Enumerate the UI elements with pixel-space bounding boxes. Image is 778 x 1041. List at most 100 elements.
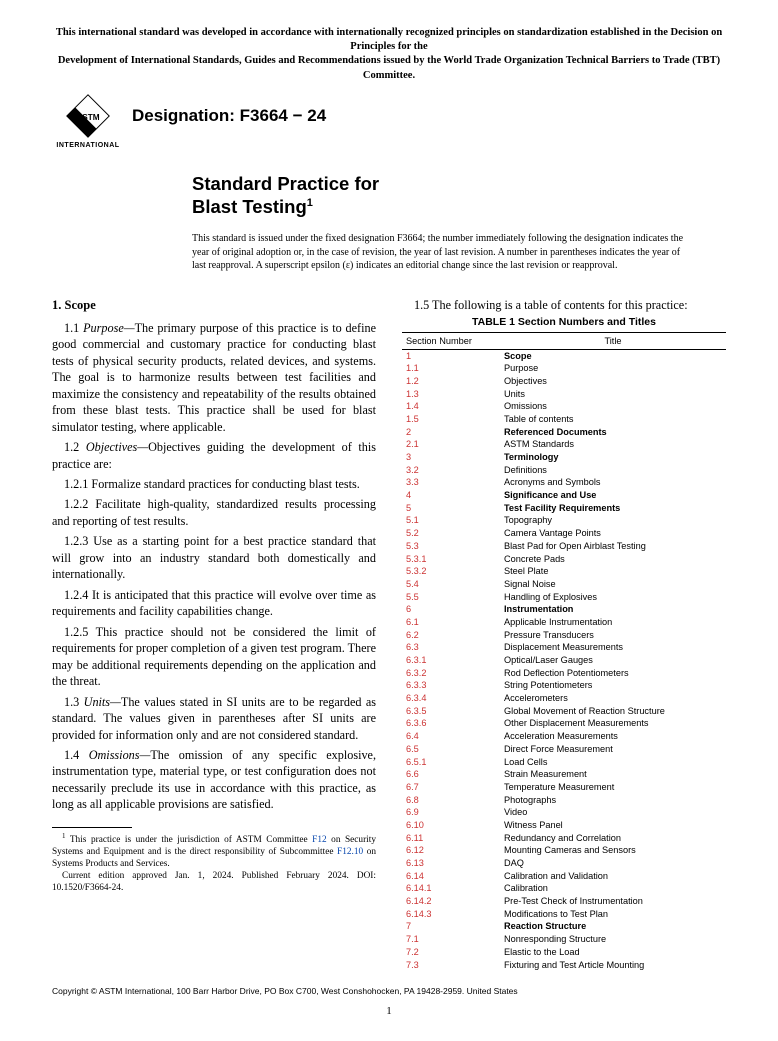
toc-section-title: Test Facility Requirements bbox=[500, 502, 726, 515]
toc-section-title: Scope bbox=[500, 349, 726, 362]
toc-row: 2.1ASTM Standards bbox=[402, 439, 726, 452]
toc-row: 5Test Facility Requirements bbox=[402, 502, 726, 515]
footnote-1-link2[interactable]: F12.10 bbox=[337, 847, 363, 857]
toc-section-number: 6.3.1 bbox=[402, 654, 500, 667]
toc-section-number: 6.14.2 bbox=[402, 896, 500, 909]
toc-section-title: Pre-Test Check of Instrumentation bbox=[500, 896, 726, 909]
toc-section-number: 6.14 bbox=[402, 870, 500, 883]
toc-row: 6.5Direct Force Measurement bbox=[402, 743, 726, 756]
toc-row: 7.3Fixturing and Test Article Mounting bbox=[402, 959, 726, 972]
right-column: 1.5 The following is a table of contents… bbox=[402, 297, 726, 972]
para-1-4: 1.4 Omissions—The omission of any specif… bbox=[52, 747, 376, 813]
toc-row: 1.2Objectives bbox=[402, 375, 726, 388]
toc-row: 6.7Temperature Measurement bbox=[402, 781, 726, 794]
toc-section-number: 5.5 bbox=[402, 591, 500, 604]
designation: Designation: F3664 − 24 bbox=[132, 105, 326, 128]
toc-row: 1.5Table of contents bbox=[402, 413, 726, 426]
main-columns: 1. Scope 1.1 Purpose—The primary purpose… bbox=[52, 297, 726, 972]
toc-section-title: Direct Force Measurement bbox=[500, 743, 726, 756]
para-1-2-3: 1.2.3 Use as a starting point for a best… bbox=[52, 533, 376, 582]
top-notice-line2: Development of International Standards, … bbox=[58, 55, 720, 80]
toc-section-title: Steel Plate bbox=[500, 566, 726, 579]
toc-section-title: Global Movement of Reaction Structure bbox=[500, 705, 726, 718]
toc-section-number: 5.1 bbox=[402, 515, 500, 528]
toc-section-title: Pressure Transducers bbox=[500, 629, 726, 642]
para-1-1-num: 1.1 bbox=[64, 321, 83, 335]
logo-text: ASTM bbox=[76, 113, 99, 122]
toc-row: 6.10Witness Panel bbox=[402, 819, 726, 832]
toc-section-number: 1 bbox=[402, 349, 500, 362]
toc-row: 6.3.4Accelerometers bbox=[402, 693, 726, 706]
toc-row: 5.3.2Steel Plate bbox=[402, 566, 726, 579]
footnote-1-link1[interactable]: F12 bbox=[312, 835, 326, 845]
toc-section-title: String Potentiometers bbox=[500, 680, 726, 693]
toc-section-number: 6.14.1 bbox=[402, 883, 500, 896]
toc-section-number: 6.5 bbox=[402, 743, 500, 756]
toc-row: 7.2Elastic to the Load bbox=[402, 946, 726, 959]
toc-section-number: 6.3.6 bbox=[402, 718, 500, 731]
toc-section-title: Applicable Instrumentation bbox=[500, 616, 726, 629]
toc-row: 5.3Blast Pad for Open Airblast Testing bbox=[402, 540, 726, 553]
toc-section-title: Signal Noise bbox=[500, 578, 726, 591]
toc-section-title: Referenced Documents bbox=[500, 426, 726, 439]
toc-row: 5.3.1Concrete Pads bbox=[402, 553, 726, 566]
toc-section-number: 6.3.4 bbox=[402, 693, 500, 706]
toc-section-title: Other Displacement Measurements bbox=[500, 718, 726, 731]
toc-section-title: Units bbox=[500, 388, 726, 401]
toc-section-title: Fixturing and Test Article Mounting bbox=[500, 959, 726, 972]
toc-body: 1Scope1.1Purpose1.2Objectives1.3Units1.4… bbox=[402, 349, 726, 971]
page-number: 1 bbox=[0, 1004, 778, 1019]
toc-row: 7Reaction Structure bbox=[402, 921, 726, 934]
footnote-2: Current edition approved Jan. 1, 2024. P… bbox=[52, 870, 376, 894]
para-1-3-term: Units— bbox=[84, 695, 121, 709]
toc-row: 5.1Topography bbox=[402, 515, 726, 528]
toc-section-number: 3.3 bbox=[402, 477, 500, 490]
toc-row: 6.3.6Other Displacement Measurements bbox=[402, 718, 726, 731]
para-1-4-num: 1.4 bbox=[64, 748, 89, 762]
toc-row: 6.8Photographs bbox=[402, 794, 726, 807]
toc-section-title: Strain Measurement bbox=[500, 769, 726, 782]
toc-section-title: Load Cells bbox=[500, 756, 726, 769]
toc-section-title: Redundancy and Correlation bbox=[500, 832, 726, 845]
toc-section-number: 5.3.2 bbox=[402, 566, 500, 579]
para-1-2-4: 1.2.4 It is anticipated that this practi… bbox=[52, 587, 376, 620]
left-column: 1. Scope 1.1 Purpose—The primary purpose… bbox=[52, 297, 376, 972]
toc-row: 1Scope bbox=[402, 349, 726, 362]
footnote-1-a: This practice is under the jurisdiction … bbox=[66, 835, 313, 845]
para-1-2-term: Objectives— bbox=[86, 440, 148, 454]
toc-section-number: 3.2 bbox=[402, 464, 500, 477]
document-page: This international standard was develope… bbox=[0, 0, 778, 1041]
toc-section-number: 6.3 bbox=[402, 642, 500, 655]
astm-logo-icon: ASTM bbox=[65, 93, 111, 139]
toc-row: 6.3.5Global Movement of Reaction Structu… bbox=[402, 705, 726, 718]
toc-row: 5.4Signal Noise bbox=[402, 578, 726, 591]
para-1-1-term: Purpose— bbox=[83, 321, 134, 335]
para-1-2-num: 1.2 bbox=[64, 440, 86, 454]
toc-row: 5.2Camera Vantage Points bbox=[402, 528, 726, 541]
toc-section-number: 6.2 bbox=[402, 629, 500, 642]
toc-header-row: Section Number Title bbox=[402, 332, 726, 349]
toc-section-title: Calibration and Validation bbox=[500, 870, 726, 883]
toc-section-number: 6.9 bbox=[402, 807, 500, 820]
toc-section-title: Acceleration Measurements bbox=[500, 731, 726, 744]
toc-row: 6.3.1Optical/Laser Gauges bbox=[402, 654, 726, 667]
toc-section-number: 5 bbox=[402, 502, 500, 515]
toc-section-title: Nonresponding Structure bbox=[500, 934, 726, 947]
toc-title: TABLE 1 Section Numbers and Titles bbox=[402, 315, 726, 329]
toc-row: 1.3Units bbox=[402, 388, 726, 401]
toc-section-title: Instrumentation bbox=[500, 604, 726, 617]
toc-section-number: 1.1 bbox=[402, 363, 500, 376]
toc-section-title: Blast Pad for Open Airblast Testing bbox=[500, 540, 726, 553]
toc-section-number: 5.4 bbox=[402, 578, 500, 591]
toc-row: 6.14.3Modifications to Test Plan bbox=[402, 908, 726, 921]
toc-section-title: Objectives bbox=[500, 375, 726, 388]
toc-section-title: Topography bbox=[500, 515, 726, 528]
toc-row: 6.14Calibration and Validation bbox=[402, 870, 726, 883]
para-1-1: 1.1 Purpose—The primary purpose of this … bbox=[52, 320, 376, 435]
top-notice-line1: This international standard was develope… bbox=[56, 27, 722, 52]
toc-row: 3Terminology bbox=[402, 451, 726, 464]
toc-row: 6.11Redundancy and Correlation bbox=[402, 832, 726, 845]
toc-row: 6.4Acceleration Measurements bbox=[402, 731, 726, 744]
toc-row: 2Referenced Documents bbox=[402, 426, 726, 439]
toc-section-number: 6.3.3 bbox=[402, 680, 500, 693]
